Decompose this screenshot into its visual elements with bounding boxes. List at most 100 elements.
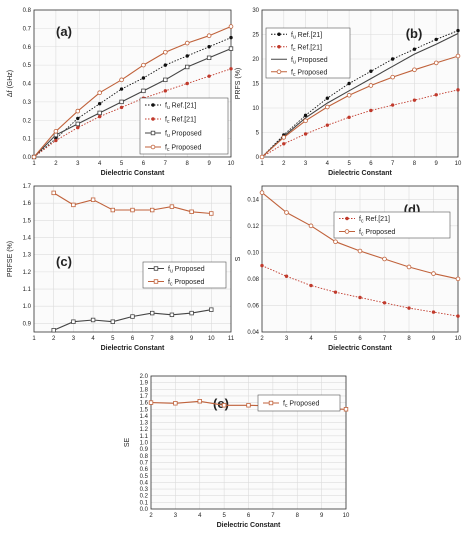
x-tick-label: 3 [76,161,80,167]
legend-entry: fc Proposed [263,401,319,409]
data-point [259,190,265,195]
x-tick-label: 9 [320,513,324,519]
x-tick-label: 8 [407,336,411,342]
series-2 [259,190,461,282]
legend-entry: fc Ref.[21] [339,216,390,225]
data-point [368,83,374,88]
data-point [206,33,212,39]
x-tick-label: 8 [413,161,417,167]
x-tick-label: 5 [347,161,351,167]
legend: fc Proposed [257,394,341,412]
x-tick-label: 7 [151,336,155,342]
data-point [110,207,115,213]
x-tick-label: 8 [170,336,174,342]
x-tick-label: 9 [432,336,436,342]
legend-entry: fu Ref.[21] [145,103,196,112]
data-point [53,132,59,138]
data-point [153,266,159,271]
data-point [259,154,265,160]
data-point [76,116,80,121]
data-point [54,138,58,143]
data-point [344,229,350,234]
x-tick-label: 2 [260,336,264,342]
x-tick-label: 8 [296,513,300,519]
data-point [185,54,189,58]
panel-label: (b) [406,26,423,41]
y-tick-label: 0.4 [140,480,149,486]
x-tick-label: 10 [208,336,215,342]
y-tick-label: 0.06 [247,303,259,309]
legend-label: fc Proposed [165,145,201,154]
data-point [276,69,282,75]
y-tick-label: 1.5 [140,407,149,413]
series-1 [260,263,460,318]
y-tick-label: 10 [252,106,259,112]
y-tick-label: 0.9 [140,447,149,453]
x-tick-label: 6 [369,161,373,167]
x-tick-label: 3 [72,336,76,342]
data-point [228,24,234,29]
y-tick-label: 0.04 [247,330,259,336]
y-tick-label: 1.0 [23,304,32,310]
data-point [53,128,59,134]
chart-panel-5: 2 3 4 5 6 7 8 9 10 0.00.10.20.30.40.50.60.70.80.9… [124,374,350,529]
legend-entry: fc Proposed [148,279,204,288]
data-point [90,197,96,202]
data-point [346,92,352,98]
x-tick-label: 10 [455,161,462,167]
data-point [456,28,460,33]
data-point [309,283,313,288]
data-point [31,154,37,160]
series-4 [31,24,234,160]
x-tick-label: 3 [285,336,289,342]
y-tick-label: 0.7 [23,26,32,32]
data-point [347,81,351,86]
data-point [431,310,436,314]
x-tick-label: 2 [282,161,286,167]
data-point [406,264,412,270]
x-tick-label: 2 [54,161,58,167]
y-tick-label: 0.1 [140,500,149,506]
data-point [149,310,155,316]
data-point [345,216,349,221]
y-axis-label: S [235,256,242,261]
y-tick-label: 0.2 [140,494,149,500]
data-point [130,314,135,319]
data-point [119,105,124,110]
x-axis-label: Dielectric Constant [101,170,165,177]
data-point [148,400,154,405]
x-tick-label: 7 [383,336,387,342]
series-4 [259,53,461,160]
y-tick-label: 1.0 [140,441,149,447]
data-point [51,190,56,196]
y-tick-label: 0.0 [140,507,149,513]
data-point [229,35,233,40]
data-point [325,123,330,127]
y-tick-label: 0.8 [23,8,32,14]
series-line [33,68,232,158]
series-3 [261,33,459,158]
data-point [153,279,159,284]
y-tick-label: 1.9 [140,381,149,387]
data-point [369,108,373,113]
data-point [390,57,395,61]
legend-label: fc Ref.[21] [291,44,322,53]
data-point [149,207,155,213]
plot-frame [33,185,232,333]
y-tick-label: 1.2 [140,427,149,433]
panel-label: (c) [56,254,72,269]
data-point [97,90,102,95]
legend-label: fu Ref.[21] [165,103,196,112]
x-tick-label: 5 [334,336,338,342]
legend-label: fu Ref.[21] [291,32,322,41]
x-tick-label: 4 [98,161,102,167]
chart-panel-2: 1 2 3 4 5 6 7 8 9 10 0 5 10 15 20 25 30 Dielectric Consta… [235,8,462,177]
x-tick-label: 1 [32,336,36,342]
data-point [382,301,387,305]
data-point [97,102,102,106]
data-point [303,113,308,118]
plot-frame [261,185,459,333]
data-point [51,328,56,333]
y-axis-label: SE [124,438,131,448]
data-point [434,37,438,42]
